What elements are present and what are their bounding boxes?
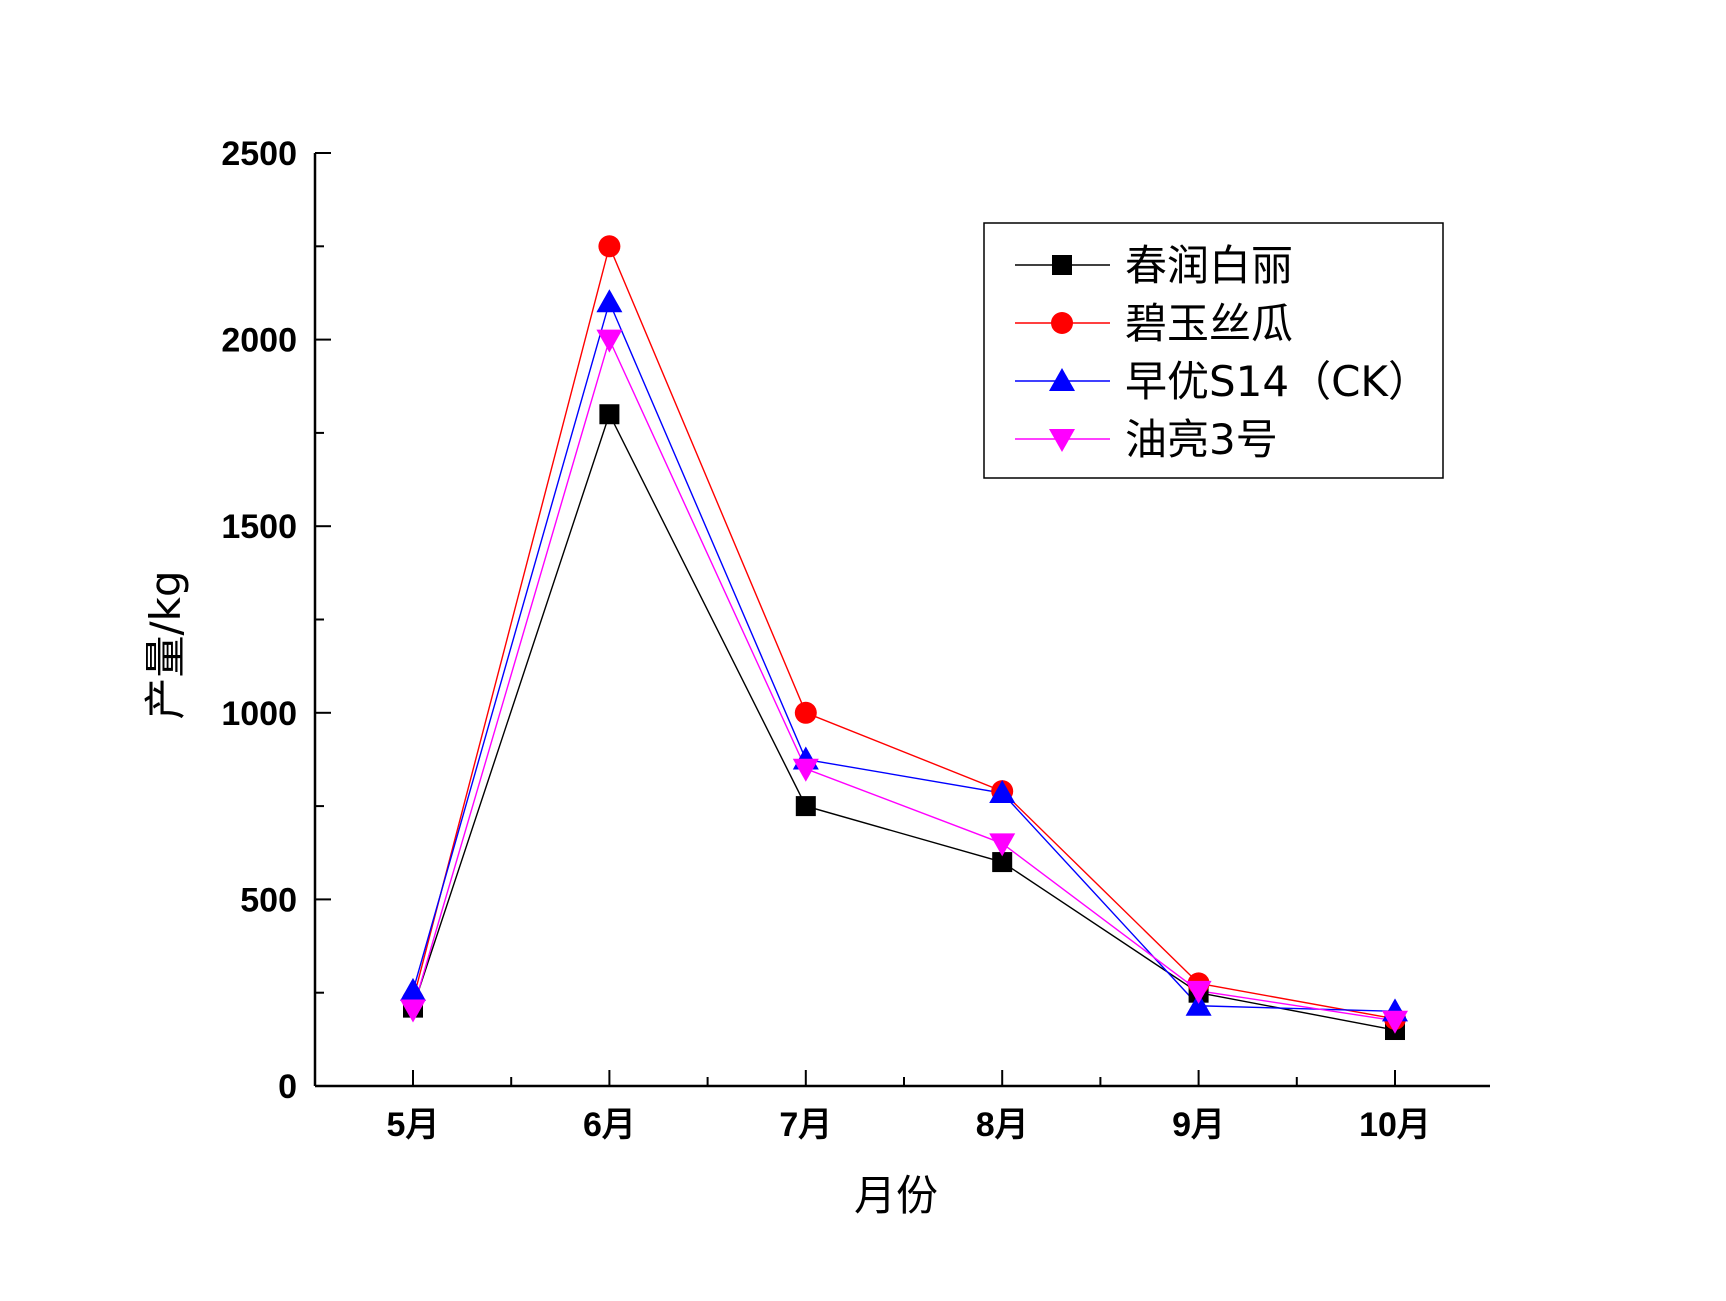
data-point-series-4	[400, 999, 426, 1023]
y-tick-label: 2500	[221, 135, 297, 173]
data-point-series-4	[1382, 1010, 1408, 1034]
x-tick-label: 7月	[779, 1106, 832, 1144]
data-point-series-2	[794, 701, 817, 724]
legend-label-4: 油亮3号	[1125, 415, 1278, 464]
legend-label-2: 碧玉丝瓜	[1125, 299, 1293, 348]
x-tick-label: 5月	[387, 1106, 440, 1144]
series-line-4	[412, 337, 1396, 1022]
legend-label-1: 春润白丽	[1125, 241, 1293, 290]
legend-label-3: 早优S14（CK）	[1125, 357, 1430, 406]
y-tick-label: 1000	[221, 695, 297, 733]
data-point-series-3	[596, 289, 623, 313]
tick-labels: 0 500 1000 1500 2000 2500 5月 6月 7月 8月 9月 10月	[221, 135, 1431, 1144]
series-line-2	[412, 244, 1396, 1020]
y-axis-title: 产量/kg	[141, 570, 190, 719]
x-tick-label: 9月	[1172, 1106, 1225, 1144]
legend-marker-3	[1049, 368, 1075, 391]
x-tick-label: 10月	[1359, 1106, 1431, 1144]
legend-marker-4	[1049, 429, 1075, 452]
data-point-series-1	[992, 852, 1013, 873]
data-point-series-4	[1185, 980, 1212, 1004]
series-markers	[400, 235, 1408, 1041]
data-point-series-3	[400, 977, 426, 1001]
legend-marker-1	[1052, 255, 1072, 275]
x-tick-label: 6月	[583, 1106, 636, 1144]
x-tick-label: 8月	[976, 1106, 1029, 1144]
data-point-series-1	[795, 796, 816, 817]
x-axis-title: 月份	[854, 1171, 938, 1220]
data-point-series-4	[989, 833, 1016, 857]
series-line-3	[412, 300, 1396, 1013]
axes	[313, 152, 1490, 1088]
data-point-series-3	[989, 780, 1016, 804]
y-tick-label: 500	[240, 881, 297, 919]
legend-marker-2	[1051, 312, 1073, 334]
data-point-series-2	[598, 235, 621, 258]
series-lines	[412, 244, 1396, 1031]
data-point-series-1	[599, 404, 620, 425]
y-tick-label: 1500	[221, 508, 297, 546]
data-point-series-4	[596, 329, 623, 353]
series-line-1	[412, 412, 1396, 1031]
y-tick-label: 2000	[221, 322, 297, 360]
data-point-series-4	[792, 758, 819, 782]
y-tick-label: 0	[278, 1068, 297, 1106]
data-point-series-3	[1185, 992, 1212, 1016]
